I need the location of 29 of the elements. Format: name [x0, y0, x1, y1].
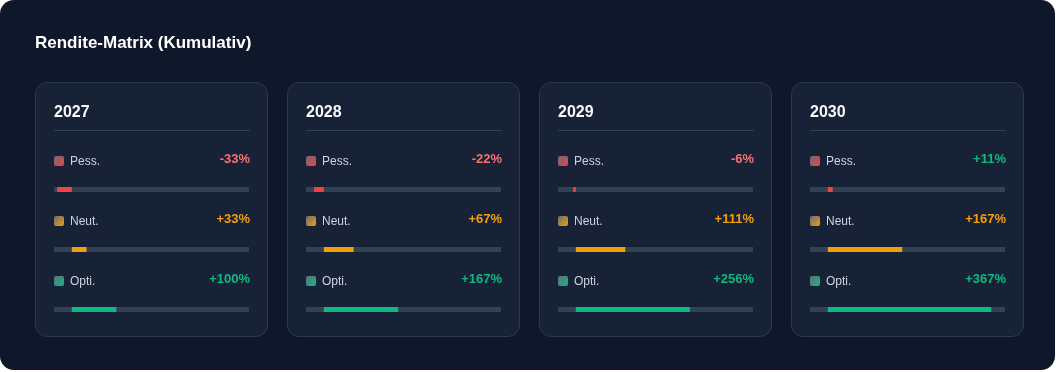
category-label: Neut. [70, 214, 99, 228]
category-label: Neut. [322, 214, 351, 228]
category-label: Pess. [826, 154, 857, 168]
category-label: Opti. [322, 274, 348, 288]
category-label: Pess. [574, 154, 605, 168]
data-label: -33% [219, 151, 250, 166]
chart-title: Rendite-Matrix (Kumulativ) [35, 33, 253, 54]
chart-subtitle: 2029 [558, 103, 754, 131]
data-label: +100% [209, 271, 250, 286]
category-label: Pess. [70, 154, 101, 168]
data-label: +67% [468, 211, 502, 226]
data-label: +367% [965, 271, 1006, 286]
data-label: +167% [965, 211, 1006, 226]
chart-subtitle: 2028 [306, 103, 502, 131]
data-label: +11% [973, 151, 1006, 166]
category-label: Pess. [322, 154, 353, 168]
chart-subtitle: 2027 [54, 103, 250, 131]
category-label: Opti. [70, 274, 96, 288]
data-label: -22% [471, 151, 502, 166]
data-label: +167% [461, 271, 502, 286]
data-label: +111% [714, 211, 754, 226]
category-label: Opti. [574, 274, 600, 288]
category-label: Neut. [574, 214, 603, 228]
data-label: +33% [216, 211, 250, 226]
category-label: Neut. [826, 214, 855, 228]
chart-subtitle: 2030 [810, 103, 1006, 131]
data-label: +256% [713, 271, 754, 286]
data-label: -6% [730, 151, 754, 166]
category-label: Opti. [826, 274, 852, 288]
